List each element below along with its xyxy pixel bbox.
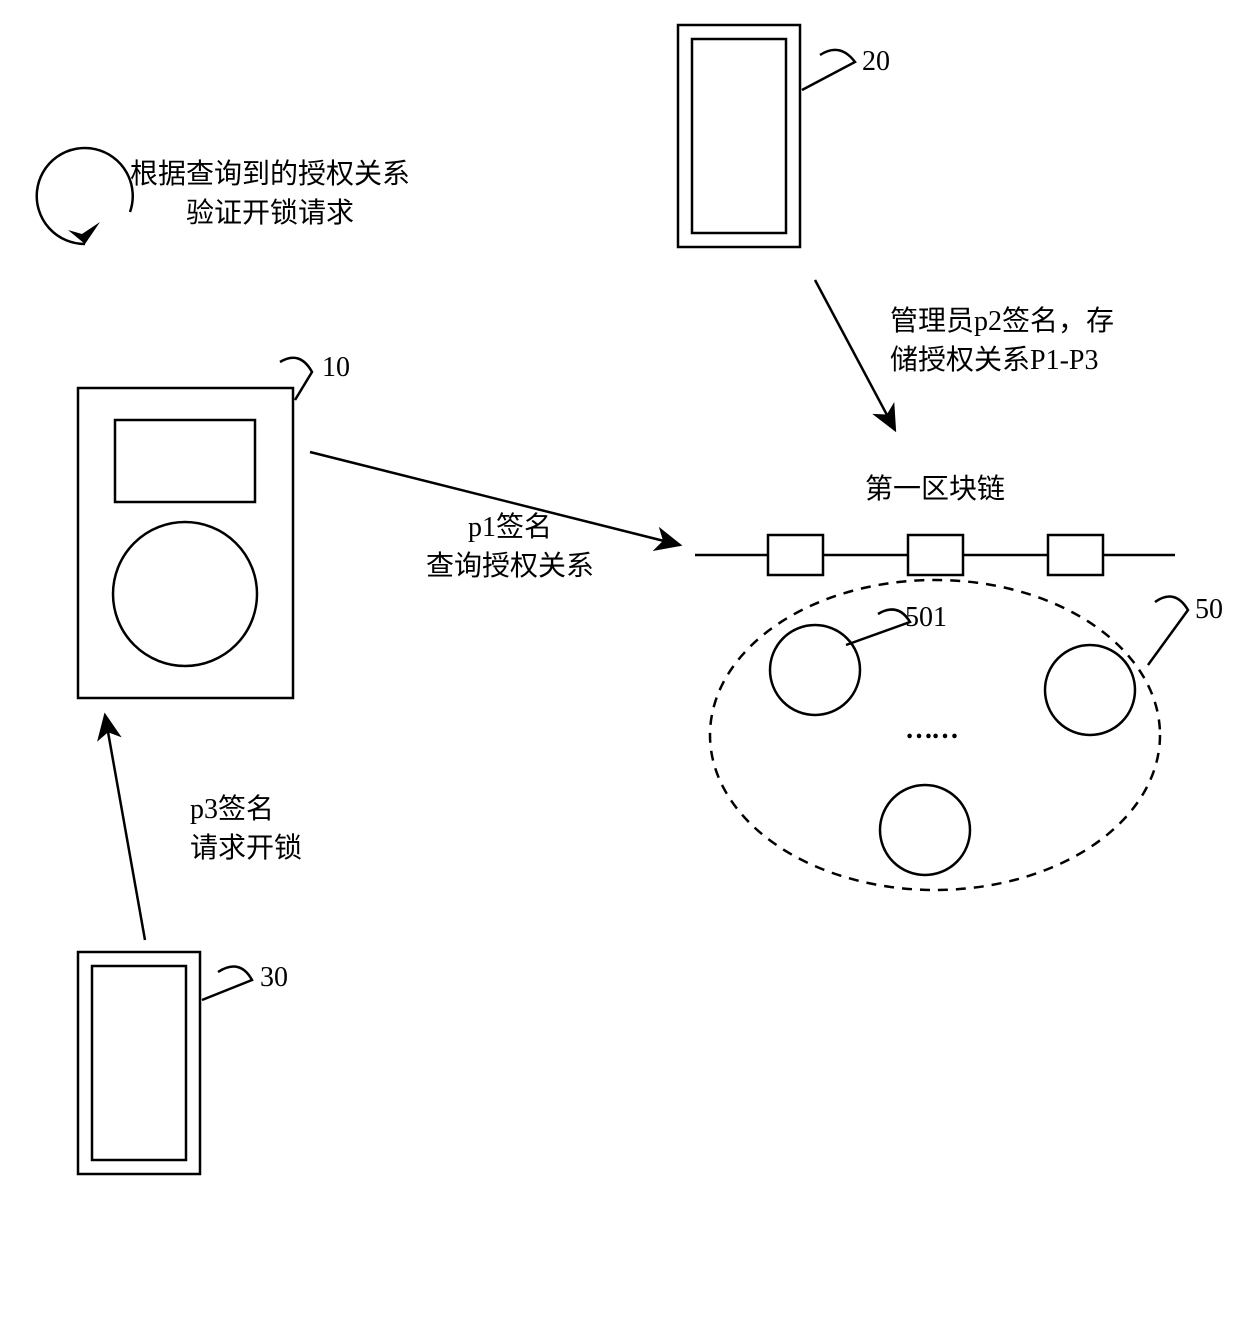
p3-line2: 请求开锁	[190, 833, 302, 864]
p1-text: p1签名 查询授权关系	[400, 508, 620, 586]
ref-30-label: 30	[260, 958, 288, 997]
lock-device-10	[78, 388, 293, 698]
blockchain-title: 第一区块链	[865, 470, 1005, 509]
p3-text: p3签名 请求开锁	[190, 790, 302, 868]
arrow-20-to-chain	[815, 280, 895, 430]
ref-50-label: 50	[1195, 590, 1223, 629]
node-bottom	[880, 785, 970, 875]
verify-line1: 根据查询到的授权关系	[130, 159, 410, 190]
node-right	[1045, 645, 1135, 735]
blockchain	[695, 535, 1175, 575]
p3-line1: p3签名	[190, 794, 274, 825]
arrow-30-to-10	[105, 715, 145, 940]
p2-line2: 储授权关系P1-P3	[890, 345, 1098, 376]
phone-30	[78, 952, 200, 1174]
verify-text: 根据查询到的授权关系 验证开锁请求	[110, 155, 430, 233]
leader-30	[202, 967, 252, 1000]
ref-501-label: 501	[905, 598, 947, 637]
p2-line1: 管理员p2签名，存	[890, 306, 1114, 337]
leader-50	[1148, 597, 1188, 665]
leader-20	[802, 50, 855, 90]
leader-501	[846, 610, 910, 646]
node-501	[770, 625, 860, 715]
p1-line2: 查询授权关系	[426, 551, 594, 582]
p1-line1: p1签名	[468, 512, 552, 543]
ellipsis: ……	[905, 710, 957, 749]
ref-20-label: 20	[862, 42, 890, 81]
verify-line2: 验证开锁请求	[186, 198, 354, 229]
leader-10	[280, 358, 312, 400]
p2-text: 管理员p2签名，存 储授权关系P1-P3	[890, 302, 1114, 380]
ref-10-label: 10	[322, 348, 350, 387]
phone-20	[678, 25, 800, 247]
